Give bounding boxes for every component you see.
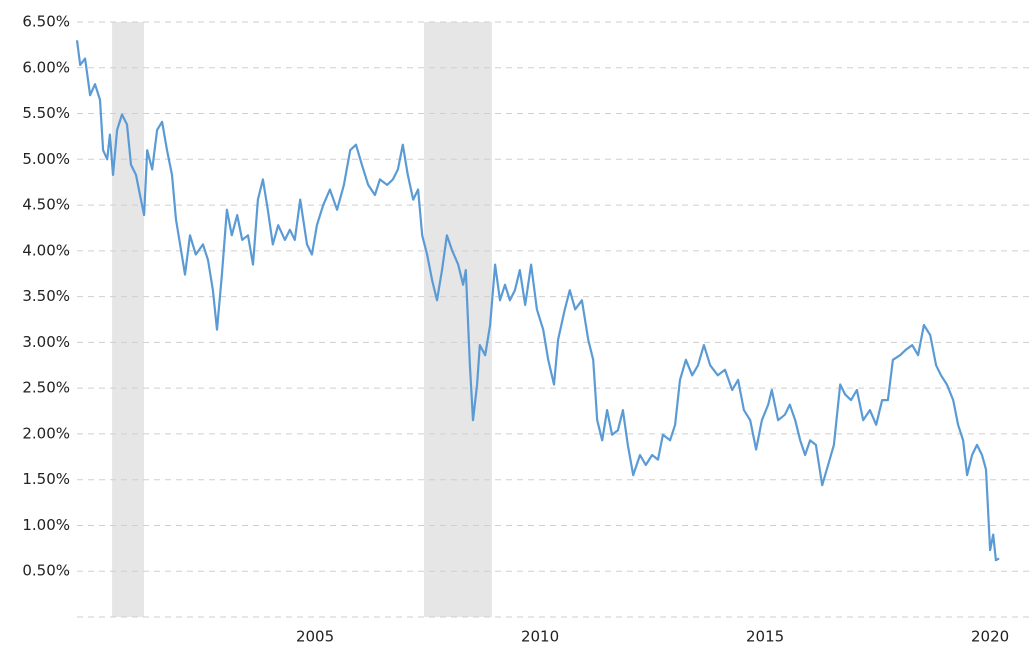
y-tick-label: 2.50% — [22, 379, 70, 397]
x-tick-label: 2015 — [746, 628, 784, 646]
x-tick-label: 2010 — [521, 628, 559, 646]
y-tick-label: 1.00% — [22, 516, 70, 534]
y-tick-label: 1.50% — [22, 470, 70, 488]
y-tick-label: 6.00% — [22, 58, 70, 76]
y-tick-label: 3.00% — [22, 333, 70, 351]
y-tick-label: 4.00% — [22, 241, 70, 259]
y-tick-label: 0.50% — [22, 562, 70, 580]
recession-band — [423, 22, 492, 617]
x-tick-label: 2005 — [296, 628, 334, 646]
y-tick-label: 3.50% — [22, 287, 70, 305]
y-tick-label: 4.50% — [22, 196, 70, 214]
y-tick-label: 2.00% — [22, 424, 70, 442]
y-tick-label: 6.50% — [22, 13, 70, 31]
x-tick-label: 2020 — [971, 628, 1009, 646]
y-tick-label: 5.50% — [22, 104, 70, 122]
y-tick-label: 5.00% — [22, 150, 70, 168]
recession-band — [112, 22, 145, 617]
data-line — [75, 40, 1000, 562]
